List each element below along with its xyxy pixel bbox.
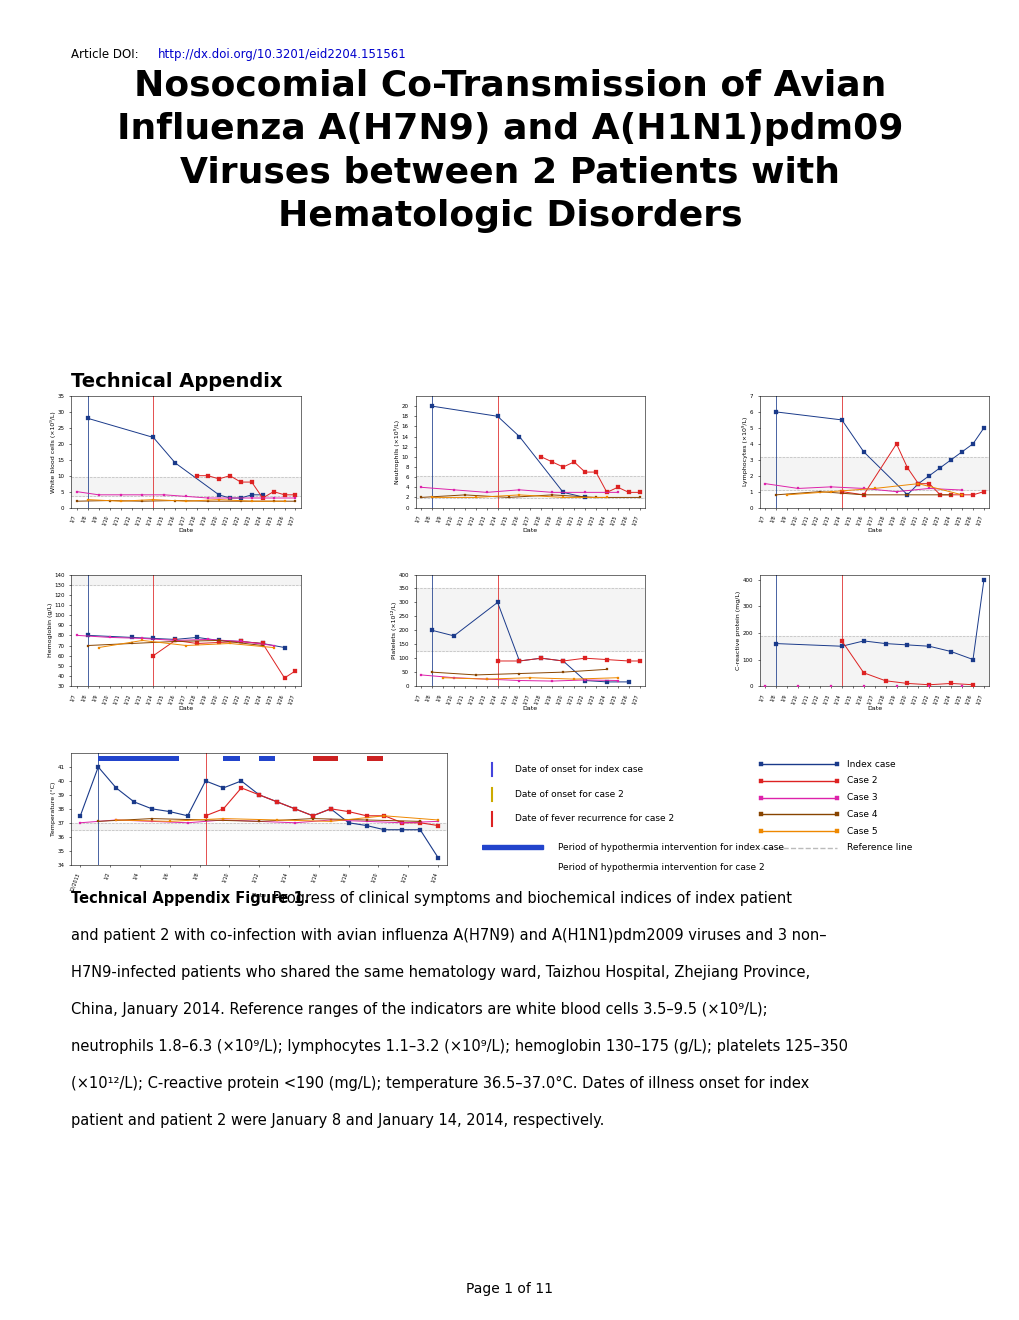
Text: Technical Appendix: Technical Appendix bbox=[71, 372, 282, 391]
Bar bbox=[313, 756, 337, 762]
Text: China, January 2014. Reference ranges of the indicators are white blood cells 3.: China, January 2014. Reference ranges of… bbox=[71, 1002, 767, 1016]
Y-axis label: White blood cells (×10⁹/L): White blood cells (×10⁹/L) bbox=[50, 411, 56, 492]
Text: Reference line: Reference line bbox=[847, 843, 912, 853]
Bar bbox=[416, 475, 645, 499]
X-axis label: Date: Date bbox=[523, 528, 537, 533]
Text: neutrophils 1.8–6.3 (×10⁹/L); lymphocytes 1.1–3.2 (×10⁹/L); hemoglobin 130–175 (: neutrophils 1.8–6.3 (×10⁹/L); lymphocyte… bbox=[71, 1039, 848, 1053]
Bar bbox=[71, 539, 301, 585]
Text: http://dx.doi.org/10.3201/eid2204.151561: http://dx.doi.org/10.3201/eid2204.151561 bbox=[158, 48, 407, 61]
Y-axis label: Platelets (×10¹²/L): Platelets (×10¹²/L) bbox=[390, 602, 396, 659]
Bar bbox=[71, 478, 301, 496]
Text: patient and patient 2 were January 8 and January 14, 2014, respectively.: patient and patient 2 were January 8 and… bbox=[71, 1113, 604, 1127]
Text: Index case: Index case bbox=[847, 760, 895, 768]
Text: Date of onset for index case: Date of onset for index case bbox=[515, 766, 643, 775]
X-axis label: Date: Date bbox=[252, 894, 267, 898]
Text: Case 2: Case 2 bbox=[847, 776, 877, 785]
Text: Technical Appendix Figure 1.: Technical Appendix Figure 1. bbox=[71, 891, 310, 906]
Bar bbox=[482, 866, 543, 870]
Text: Progress of clinical symptoms and biochemical indices of index patient: Progress of clinical symptoms and bioche… bbox=[268, 891, 792, 906]
Bar bbox=[259, 756, 275, 762]
Y-axis label: Neutrophils (×10⁹/L): Neutrophils (×10⁹/L) bbox=[394, 420, 399, 484]
X-axis label: Date: Date bbox=[178, 528, 194, 533]
Bar bbox=[759, 457, 988, 490]
Text: Page 1 of 11: Page 1 of 11 bbox=[466, 1282, 553, 1296]
X-axis label: Date: Date bbox=[866, 528, 881, 533]
Bar bbox=[759, 636, 988, 686]
Text: (×10¹²/L); C-reactive protein <190 (mg/L); temperature 36.5–37.0°C. Dates of ill: (×10¹²/L); C-reactive protein <190 (mg/L… bbox=[71, 1076, 809, 1090]
X-axis label: Date: Date bbox=[523, 706, 537, 711]
Y-axis label: Hemoglobin (g/L): Hemoglobin (g/L) bbox=[48, 603, 53, 657]
Text: Case 3: Case 3 bbox=[847, 793, 877, 803]
Text: Article DOI:: Article DOI: bbox=[71, 48, 143, 61]
Bar bbox=[71, 822, 446, 830]
Text: Period of hypothermia intervention for index case: Period of hypothermia intervention for i… bbox=[557, 842, 784, 851]
Bar bbox=[98, 756, 178, 762]
X-axis label: Date: Date bbox=[866, 706, 881, 711]
Text: and patient 2 with co-infection with avian influenza A(H7N9) and A(H1N1)pdm2009 : and patient 2 with co-infection with avi… bbox=[71, 928, 826, 942]
Bar bbox=[416, 589, 645, 651]
Text: Nosocomial Co-Transmission of Avian
Influenza A(H7N9) and A(H1N1)pdm09
Viruses b: Nosocomial Co-Transmission of Avian Infl… bbox=[116, 69, 903, 234]
Text: Date of fever recurrence for case 2: Date of fever recurrence for case 2 bbox=[515, 814, 674, 824]
Text: Case 5: Case 5 bbox=[847, 826, 877, 836]
Bar bbox=[366, 756, 382, 762]
Bar bbox=[482, 845, 543, 849]
Bar bbox=[223, 756, 239, 762]
Text: Period of hypothermia intervention for case 2: Period of hypothermia intervention for c… bbox=[557, 863, 764, 873]
X-axis label: Date: Date bbox=[178, 706, 194, 711]
Y-axis label: Lymphocytes (×10⁹/L): Lymphocytes (×10⁹/L) bbox=[742, 417, 747, 487]
Text: Case 4: Case 4 bbox=[847, 810, 877, 818]
Y-axis label: Temperature (°C): Temperature (°C) bbox=[51, 781, 56, 836]
Y-axis label: C-reactive protein (mg/L): C-reactive protein (mg/L) bbox=[736, 590, 741, 671]
Text: H7N9-infected patients who shared the same hematology ward, Taizhou Hospital, Zh: H7N9-infected patients who shared the sa… bbox=[71, 965, 810, 979]
Text: Date of onset for case 2: Date of onset for case 2 bbox=[515, 789, 624, 799]
